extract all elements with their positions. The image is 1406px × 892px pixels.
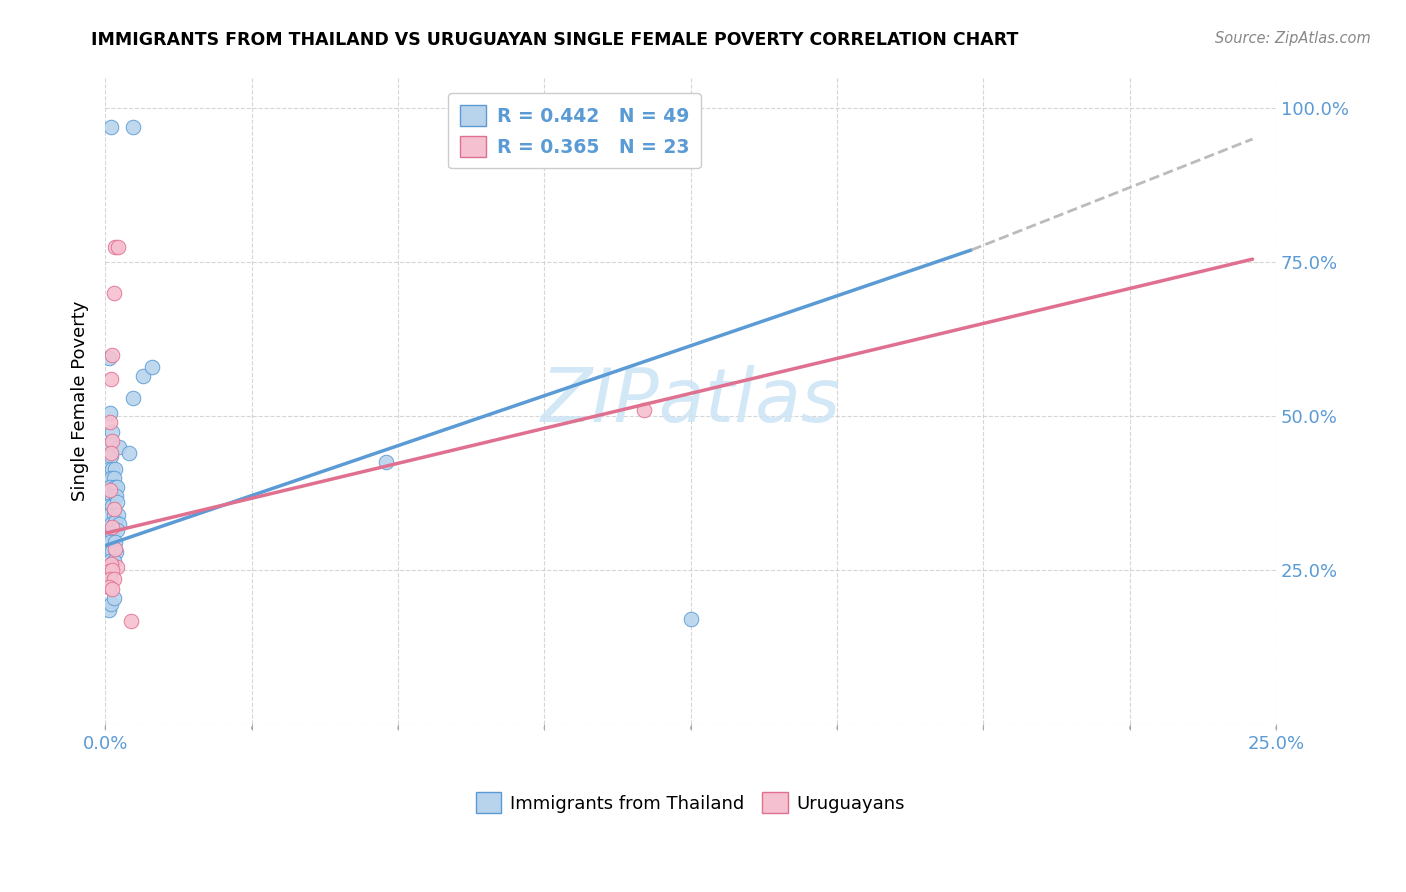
Point (98, 480, 121, 494)
Point (101, 434, 124, 448)
Point (108, 516, 131, 531)
Point (103, 480, 125, 494)
Point (97, 461, 120, 475)
Point (101, 562, 124, 576)
Point (100, 120, 122, 134)
Point (98, 560, 121, 574)
Point (117, 446, 139, 460)
Point (103, 471, 125, 485)
Text: IMMIGRANTS FROM THAILAND VS URUGUAYAN SINGLE FEMALE POVERTY CORRELATION CHART: IMMIGRANTS FROM THAILAND VS URUGUAYAN SI… (91, 31, 1019, 49)
Point (98, 535, 121, 549)
Point (108, 440, 131, 454)
Point (100, 597, 122, 611)
Point (101, 461, 124, 475)
Point (105, 480, 128, 494)
Point (104, 489, 127, 503)
Point (107, 508, 129, 522)
Point (101, 520, 124, 534)
Point (120, 614, 142, 628)
Point (101, 526, 124, 541)
Point (141, 359, 163, 374)
Text: Source: ZipAtlas.com: Source: ZipAtlas.com (1215, 31, 1371, 46)
Point (103, 535, 125, 549)
Point (97, 351, 120, 365)
Point (122, 120, 145, 134)
Point (122, 391, 145, 405)
Point (97, 526, 120, 541)
Point (103, 515, 125, 529)
Point (103, 286, 125, 301)
Point (107, 240, 129, 254)
Point (98, 406, 121, 420)
Point (100, 372, 122, 386)
Text: ZIPatlas: ZIPatlas (540, 365, 841, 437)
Point (98, 554, 121, 568)
Point (101, 425, 124, 439)
Point (101, 499, 124, 513)
Point (103, 541, 125, 556)
Point (101, 582, 124, 596)
Point (103, 508, 125, 522)
Point (100, 516, 122, 531)
Point (104, 545, 127, 559)
Point (100, 471, 122, 485)
Point (98, 508, 121, 522)
Point (101, 563, 124, 577)
Point (103, 461, 125, 475)
Legend: Immigrants from Thailand, Uruguayans: Immigrants from Thailand, Uruguayans (468, 785, 912, 821)
Point (98, 416, 121, 430)
Point (105, 560, 128, 574)
Point (105, 495, 128, 509)
Point (98, 573, 121, 587)
Point (100, 557, 122, 571)
Point (375, 455, 398, 469)
Point (100, 446, 122, 460)
Point (633, 403, 655, 417)
Y-axis label: Single Female Poverty: Single Female Poverty (72, 301, 89, 501)
Point (100, 450, 122, 464)
Point (679, 612, 702, 626)
Point (97, 581, 120, 595)
Point (105, 523, 128, 537)
Point (103, 501, 125, 516)
Point (103, 573, 125, 587)
Point (97, 545, 120, 559)
Point (98, 483, 121, 497)
Point (131, 369, 153, 384)
Point (98, 573, 121, 587)
Point (98, 437, 121, 451)
Point (101, 489, 124, 503)
Point (97, 603, 120, 617)
Point (103, 591, 125, 605)
Point (97, 563, 120, 577)
Point (97, 499, 120, 513)
Point (101, 543, 124, 558)
Point (101, 348, 124, 362)
Point (103, 240, 125, 254)
Point (97, 565, 120, 579)
Point (103, 554, 125, 568)
